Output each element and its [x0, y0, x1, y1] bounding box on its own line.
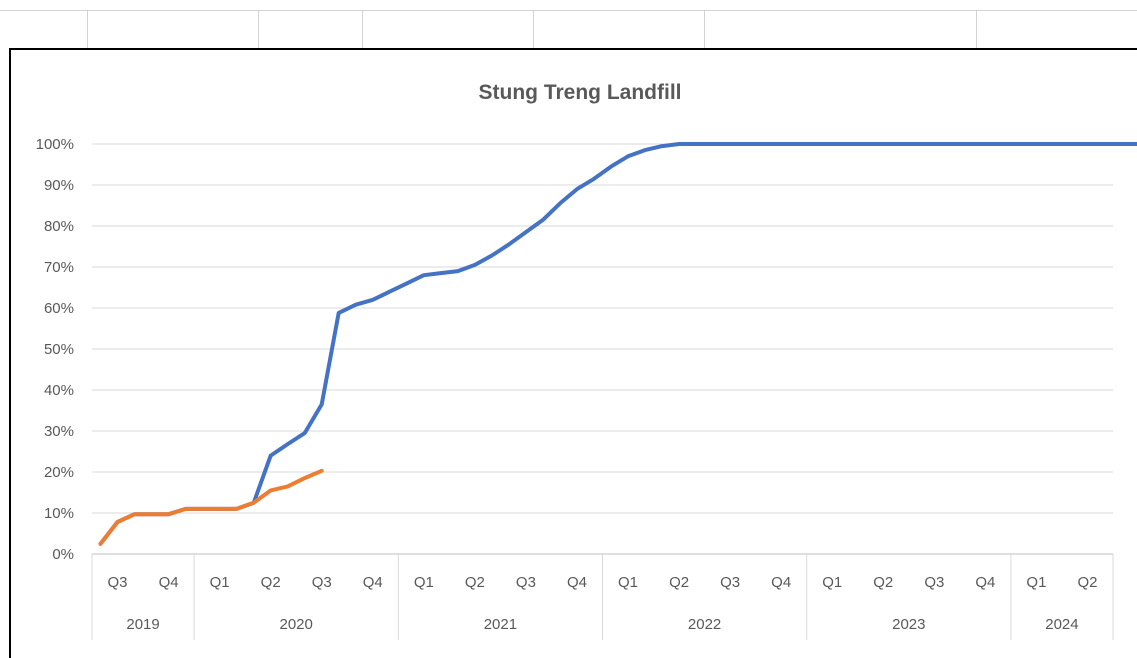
quarter-label: Q3: [720, 574, 740, 591]
y-tick-label: 100%: [36, 136, 74, 153]
y-tick-label: 90%: [44, 177, 74, 194]
y-tick-label: 0%: [52, 546, 74, 563]
series-line-1: [101, 144, 1137, 544]
year-label: 2019: [126, 616, 159, 633]
series-line-2: [101, 471, 322, 544]
series-lines: [101, 144, 1137, 544]
gridlines: [92, 144, 1113, 513]
quarter-label: Q1: [822, 574, 842, 591]
quarter-label: Q3: [516, 574, 536, 591]
quarter-label: Q3: [108, 574, 128, 591]
chart-title: Stung Treng Landfill: [479, 81, 682, 104]
y-tick-label: 60%: [44, 300, 74, 317]
y-tick-label: 70%: [44, 259, 74, 276]
quarter-label: Q2: [261, 574, 281, 591]
quarter-label: Q4: [771, 574, 791, 591]
quarter-label: Q2: [873, 574, 893, 591]
y-tick-label: 30%: [44, 423, 74, 440]
quarter-label: Q2: [1077, 574, 1097, 591]
quarter-label: Q1: [1026, 574, 1046, 591]
year-label: 2024: [1045, 616, 1078, 633]
quarter-label: Q1: [210, 574, 230, 591]
y-tick-label: 40%: [44, 382, 74, 399]
y-tick-label: 80%: [44, 218, 74, 235]
y-axis-labels: 0% 10% 20% 30% 40% 50% 60% 70% 80% 90% 100%: [36, 136, 74, 563]
quarter-label: Q2: [465, 574, 485, 591]
quarter-label: Q3: [924, 574, 944, 591]
y-tick-label: 10%: [44, 505, 74, 522]
quarter-label: Q1: [618, 574, 638, 591]
quarter-label: Q4: [363, 574, 383, 591]
x-axis: Q3 Q4 Q1 Q2 Q3 Q4 Q1 Q2 Q3 Q4 Q1 Q2 Q3 Q4 Q1 Q2 Q3 Q4 Q1 Q2…: [92, 554, 1113, 640]
quarter-label: Q4: [159, 574, 179, 591]
year-label: 2022: [688, 616, 721, 633]
year-label: 2021: [484, 616, 517, 633]
y-tick-label: 20%: [44, 464, 74, 481]
quarter-label: Q3: [312, 574, 332, 591]
quarter-label: Q1: [414, 574, 434, 591]
quarter-label: Q4: [567, 574, 587, 591]
year-label: 2020: [280, 616, 313, 633]
quarter-label: Q2: [669, 574, 689, 591]
y-tick-label: 50%: [44, 341, 74, 358]
year-label: 2023: [892, 616, 925, 633]
quarter-label: Q4: [975, 574, 995, 591]
